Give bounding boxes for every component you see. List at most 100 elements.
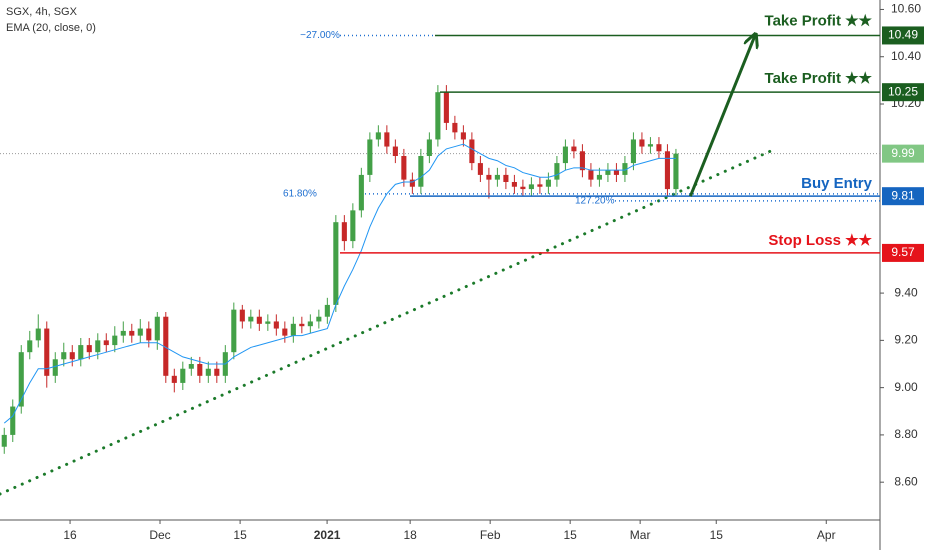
candle-body [35,328,41,341]
x-tick-label: Dec [149,528,170,542]
candle-body [231,309,237,353]
y-tick-label: 9.00 [894,380,918,394]
candle-body [664,151,670,190]
y-tick-label: 9.40 [894,285,918,299]
candle-body [265,321,271,324]
candle-body [554,163,560,180]
price-tag [882,83,924,102]
indicator-label: EMA (20, close, 0) [6,22,96,34]
candle-body [341,222,347,242]
level-label: Stop Loss ★★ [768,232,872,249]
candle-body [545,179,551,187]
candle-body [477,163,483,175]
candle-body [384,132,390,147]
y-tick-label: 9.20 [894,333,918,347]
candle-body [205,368,211,376]
candle-body [129,330,135,336]
candle-body [494,174,500,180]
candle-body [333,222,339,305]
candle-body [18,352,24,407]
candle-body [350,210,356,242]
candle-body [316,316,322,322]
candle-body [528,184,534,190]
candle-body [562,146,568,164]
candle-body [358,174,364,211]
candle-body [571,146,577,152]
candle-body [435,92,441,140]
candle-body [656,144,662,152]
candle-body [367,139,373,175]
candle-body [452,122,458,133]
candle-body [239,309,245,322]
candle-body [154,316,160,341]
price-tag-label: 9.81 [891,188,915,202]
level-label: Buy Entry [801,175,873,192]
candle-body [596,174,602,180]
price-tag [882,243,924,262]
candle-body [120,330,126,336]
y-tick-label: 10.60 [891,2,921,16]
candle-body [214,368,220,376]
candle-body [197,364,203,376]
candle-body [511,182,517,187]
candle-body [171,375,177,383]
candle-body [392,146,398,156]
x-tick-label: 15 [710,528,724,542]
y-tick-label: 10.40 [891,49,921,63]
candle-body [180,368,186,383]
candle-body [282,328,288,336]
last-price-label: 9.99 [891,146,915,160]
candle-body [588,170,594,180]
candle-body [52,359,58,376]
x-tick-label: Apr [817,528,836,542]
candle-body [137,328,143,336]
candle-body [103,340,109,346]
candle-body [579,151,585,171]
candle-body [61,352,67,360]
x-tick-label: 18 [403,528,417,542]
candle-body [44,328,50,376]
price-tag-label: 9.57 [891,245,915,259]
candle-body [630,139,636,164]
candle-body [146,328,152,341]
candle-body [460,132,466,140]
candle-body [613,170,619,175]
level-label: Take Profit ★★ [765,70,873,87]
candle-body [86,345,92,353]
candle-body [1,434,7,447]
y-tick-label: 8.60 [894,474,918,488]
x-tick-label: 15 [233,528,247,542]
chart-title: SGX, 4h, SGX [6,6,78,18]
candle-body [469,139,475,164]
candle-body [163,316,169,376]
ema-line [3,143,676,424]
x-tick-label: Feb [480,528,501,542]
candle-body [324,304,330,317]
candle-body [95,340,101,353]
candle-body [78,345,84,360]
x-tick-label: Mar [630,528,651,542]
candle-body [418,156,424,187]
candle-body [537,184,543,187]
y-tick-label: 8.80 [894,427,918,441]
price-tag [882,187,924,206]
fib-label: 127.20% [575,196,615,207]
candle-body [486,174,492,180]
last-price-tag [882,144,924,163]
target-arrow [689,35,755,197]
candle-body [27,340,33,353]
candle-body [248,316,254,322]
candle-body [409,179,415,187]
candle-body [426,139,432,156]
x-tick-label: 16 [63,528,77,542]
candle-body [273,321,279,329]
level-label: Take Profit ★★ [765,12,873,29]
candle-body [401,156,407,180]
price-tag-label: 10.49 [888,28,918,42]
candle-body [290,323,296,336]
candle-body [673,153,679,190]
candle-body [256,316,262,324]
price-tag [882,26,924,45]
fib-label: 61.80% [283,188,317,199]
